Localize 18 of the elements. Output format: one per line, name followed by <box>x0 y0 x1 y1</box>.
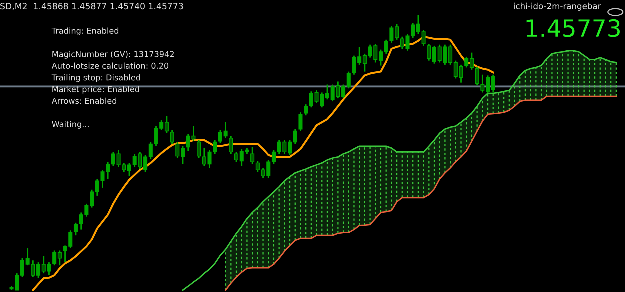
candlestick <box>74 222 78 236</box>
text: SD,M2 1.45868 1.45877 1.45740 1.45773 <box>0 3 184 10</box>
candlestick <box>475 66 480 86</box>
annotation: Trading: Enabled <box>52 28 119 36</box>
candlestick <box>304 104 308 116</box>
annotation: Waiting... <box>52 121 89 129</box>
candlestick <box>250 146 255 165</box>
annotation: Trailing stop: Disabled <box>52 74 140 82</box>
annotation: Auto-lotsize calculation: 0.20 <box>52 62 169 70</box>
annotation: 1.45773 <box>526 19 620 38</box>
candlestick <box>197 140 202 159</box>
annotation: MagicNumber (GV): 13173942 <box>52 51 174 59</box>
candlestick <box>229 136 234 155</box>
candlestick <box>170 130 174 145</box>
text: ichi-ido-2m-rangebar <box>514 2 602 11</box>
annotation: Arrows: Enabled <box>52 98 116 104</box>
candlestick <box>298 112 303 132</box>
annotation: Market price: Enabled <box>52 86 140 94</box>
